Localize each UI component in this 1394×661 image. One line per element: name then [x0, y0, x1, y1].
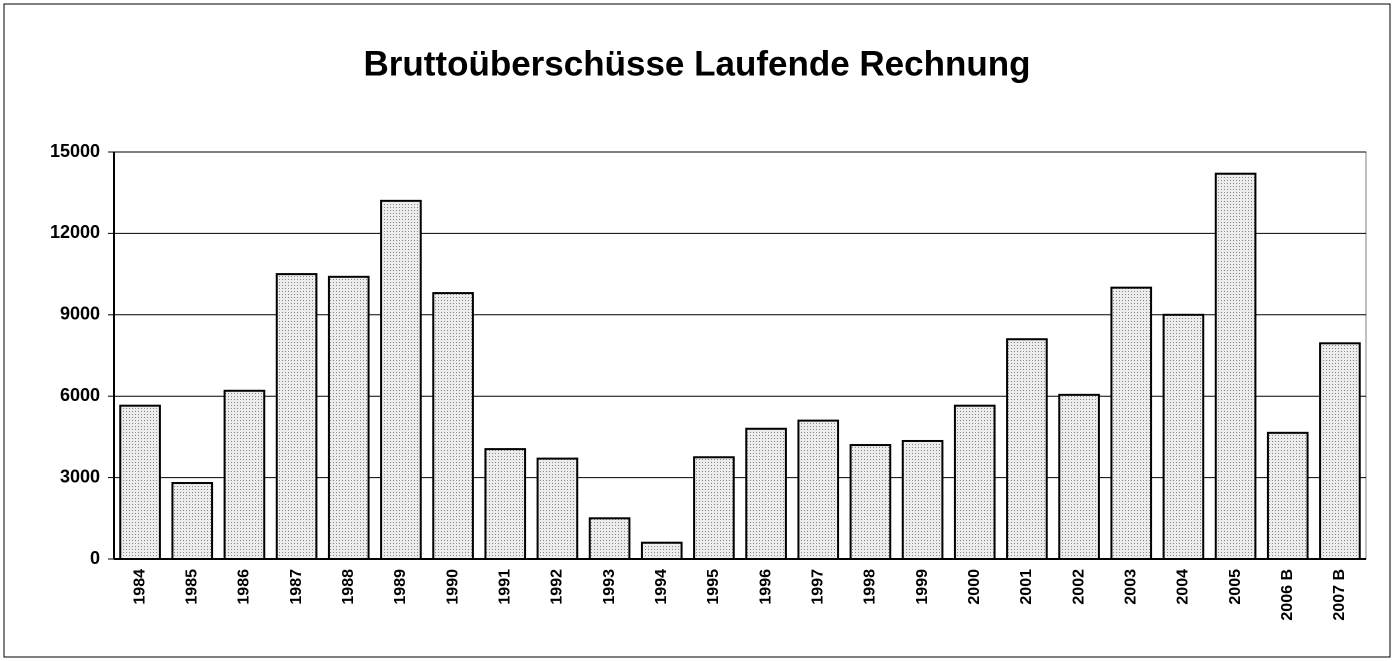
x-tick-label: 2004 [1175, 569, 1192, 605]
x-tick-label: 1984 [131, 569, 148, 605]
x-tick-label: 1999 [914, 569, 931, 605]
x-tick-label: 2002 [1070, 569, 1087, 605]
y-tick-label: 6000 [60, 385, 100, 405]
x-tick-label: 1998 [862, 569, 879, 605]
bar [223, 389, 266, 561]
y-tick-label: 9000 [60, 304, 100, 324]
y-tick-label: 3000 [60, 466, 100, 486]
bar [1214, 172, 1257, 560]
x-tick-label: 1986 [236, 569, 253, 605]
bar [171, 482, 214, 561]
bar [380, 199, 422, 560]
bar [745, 427, 787, 561]
x-tick-label: 1989 [392, 569, 409, 605]
chart-title: Bruttoüberschüsse Laufende Rechnung [363, 44, 1030, 83]
x-tick-label: 1987 [288, 569, 305, 605]
bar [327, 275, 370, 560]
x-tick-label: 2005 [1227, 569, 1244, 605]
x-tick-label: 1993 [601, 569, 618, 605]
bar [797, 419, 840, 560]
bar [432, 292, 474, 560]
y-tick-label: 0 [90, 548, 100, 568]
plot-area [113, 151, 1367, 560]
x-tick-label: 1985 [183, 569, 200, 605]
bar [275, 273, 318, 560]
bar [484, 448, 527, 560]
bar [640, 541, 683, 560]
x-tick-label: 1994 [653, 569, 670, 605]
bar [1006, 338, 1048, 560]
bar [536, 457, 579, 560]
bar [1110, 286, 1153, 560]
x-tick-label: 1992 [549, 569, 566, 605]
x-tick-label: 1996 [757, 569, 774, 605]
bar [1319, 342, 1361, 561]
bar [119, 404, 161, 560]
x-tick-label: 2000 [966, 569, 983, 605]
x-tick-label: 2003 [1122, 569, 1139, 605]
x-tick-label: 1997 [809, 569, 826, 605]
bar [953, 404, 996, 560]
bar [1162, 313, 1205, 560]
x-tick-label: 1995 [705, 569, 722, 605]
y-tick-label: 12000 [50, 222, 100, 242]
x-tick-label: 1990 [444, 569, 461, 605]
x-tick-label: 2006 B [1279, 569, 1296, 621]
x-tick-label: 2007 B [1331, 569, 1348, 621]
x-tick-label: 2001 [1018, 569, 1035, 605]
bar [849, 444, 892, 561]
x-tick-label: 1988 [340, 569, 357, 605]
bar [588, 517, 631, 560]
bar [901, 439, 944, 560]
bar [693, 456, 735, 560]
y-tick-label: 15000 [50, 141, 100, 161]
bar [1266, 431, 1309, 560]
x-tick-label: 1991 [496, 569, 513, 605]
bar [1058, 393, 1100, 560]
